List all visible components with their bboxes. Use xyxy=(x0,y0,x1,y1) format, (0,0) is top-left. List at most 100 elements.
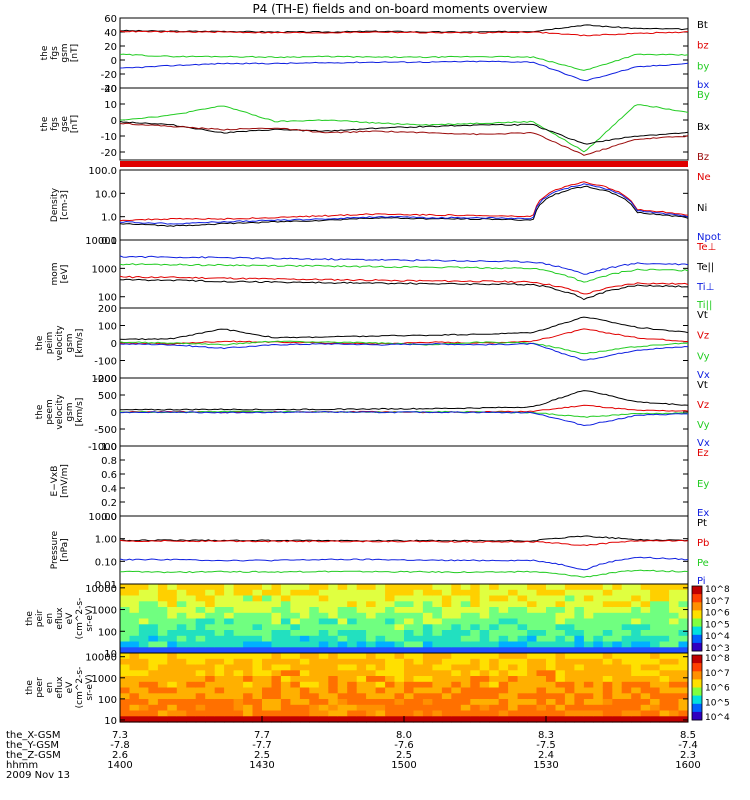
heatmap-cell xyxy=(214,647,225,654)
heatmap-cell xyxy=(167,716,178,723)
heatmap-cell xyxy=(290,589,301,597)
heatmap-cell xyxy=(517,681,528,689)
heatmap-cell xyxy=(631,681,642,689)
heatmap-cell xyxy=(167,687,178,694)
heatmap-cell xyxy=(593,676,604,683)
heatmap-cell xyxy=(347,635,358,643)
heatmap-cell xyxy=(602,676,613,683)
heatmap-cell xyxy=(385,676,396,683)
heatmap-cell xyxy=(650,589,661,597)
heatmap-cell xyxy=(356,670,367,677)
x-tick-label-x: 7.3 xyxy=(112,730,128,741)
heatmap-cell xyxy=(233,704,244,712)
heatmap-cell xyxy=(489,687,500,694)
heatmap-cell xyxy=(593,704,604,712)
x-tick-label-x: 8.0 xyxy=(396,730,412,741)
heatmap-cell xyxy=(612,670,623,677)
heatmap-cell xyxy=(489,647,500,654)
heatmap-cell xyxy=(669,618,680,625)
heatmap-cell xyxy=(309,710,320,717)
heatmap-cell xyxy=(536,618,547,625)
colorbar: 10^810^710^610^510^410^3 xyxy=(691,585,730,654)
heatmap-cell xyxy=(205,658,216,666)
heatmap-cell xyxy=(555,676,566,683)
heatmap-cell xyxy=(129,630,140,637)
heatmap-cell xyxy=(148,693,159,700)
heatmap-cell xyxy=(527,601,538,608)
heatmap-cell xyxy=(328,641,339,648)
heatmap-cell xyxy=(385,710,396,717)
heatmap-cell xyxy=(621,699,632,706)
heatmap-cell xyxy=(631,670,642,677)
heatmap-cell xyxy=(375,653,386,660)
heatmap-cell xyxy=(441,676,452,683)
heatmap-cell xyxy=(120,601,130,608)
heatmap-cell xyxy=(574,618,585,625)
heatmap-cell xyxy=(432,641,443,648)
heatmap-cell xyxy=(564,670,575,677)
heatmap-cell xyxy=(631,710,642,717)
heatmap-cell xyxy=(167,630,178,637)
y-tick-label: 0 xyxy=(111,56,117,67)
heatmap-cell xyxy=(138,681,149,689)
heatmap-cell xyxy=(678,595,689,602)
heatmap-cell xyxy=(186,589,197,597)
heatmap-cell xyxy=(489,618,500,625)
heatmap-cell xyxy=(271,630,282,637)
heatmap-cell xyxy=(148,624,159,631)
heatmap-cell xyxy=(489,699,500,706)
x-row-label: the_X-GSM xyxy=(6,730,60,741)
heatmap-cell xyxy=(451,624,462,631)
heatmap-cell xyxy=(385,624,396,631)
heatmap-cell xyxy=(593,630,604,637)
heatmap-cell xyxy=(337,693,348,700)
x-tick-label-z: 2.5 xyxy=(254,750,270,761)
heatmap-cell xyxy=(290,710,301,717)
heatmap-cell xyxy=(394,612,405,620)
heatmap-cell xyxy=(318,653,329,660)
heatmap-cell xyxy=(280,635,291,643)
heatmap-cell xyxy=(176,601,187,608)
y-tick-label: 100 xyxy=(98,293,117,304)
heatmap-cell xyxy=(508,584,519,591)
heatmap-cell xyxy=(167,664,178,671)
heatmap-cell xyxy=(536,607,547,614)
heatmap-cell xyxy=(233,635,244,643)
heatmap-cell xyxy=(678,710,689,717)
heatmap-cell xyxy=(138,687,149,694)
heatmap-cell xyxy=(233,607,244,614)
heatmap-cell xyxy=(422,681,433,689)
heatmap-cell xyxy=(394,716,405,723)
heatmap-cell xyxy=(224,589,235,597)
heatmap-cell xyxy=(129,589,140,597)
heatmap-cell xyxy=(422,635,433,643)
heatmap-cell xyxy=(527,699,538,706)
heatmap-cell xyxy=(470,670,481,677)
heatmap-cell xyxy=(621,704,632,712)
legend-entry: Vx xyxy=(697,370,710,381)
heatmap-cell xyxy=(441,635,452,643)
heatmap-cell xyxy=(167,595,178,602)
heatmap-cell xyxy=(659,584,670,591)
series-line-Vt xyxy=(120,390,689,411)
heatmap-cell xyxy=(309,687,320,694)
heatmap-cell xyxy=(224,699,235,706)
heatmap-cell xyxy=(375,601,386,608)
heatmap-cell xyxy=(318,681,329,689)
heatmap-cell xyxy=(318,670,329,677)
series-line-Vz xyxy=(119,328,688,345)
heatmap-cell xyxy=(214,607,225,614)
heatmap-cell xyxy=(602,630,613,637)
heatmap-cell xyxy=(564,607,575,614)
heatmap-cell xyxy=(167,710,178,717)
heatmap-cell xyxy=(602,653,613,660)
heatmap-cell xyxy=(631,589,642,597)
heatmap-cell xyxy=(129,584,140,591)
heatmap-cell xyxy=(328,670,339,677)
heatmap-cell xyxy=(375,687,386,694)
heatmap-cell xyxy=(120,630,130,637)
heatmap-cell xyxy=(309,601,320,608)
heatmap-cell xyxy=(536,584,547,591)
heatmap-cell xyxy=(271,716,282,723)
